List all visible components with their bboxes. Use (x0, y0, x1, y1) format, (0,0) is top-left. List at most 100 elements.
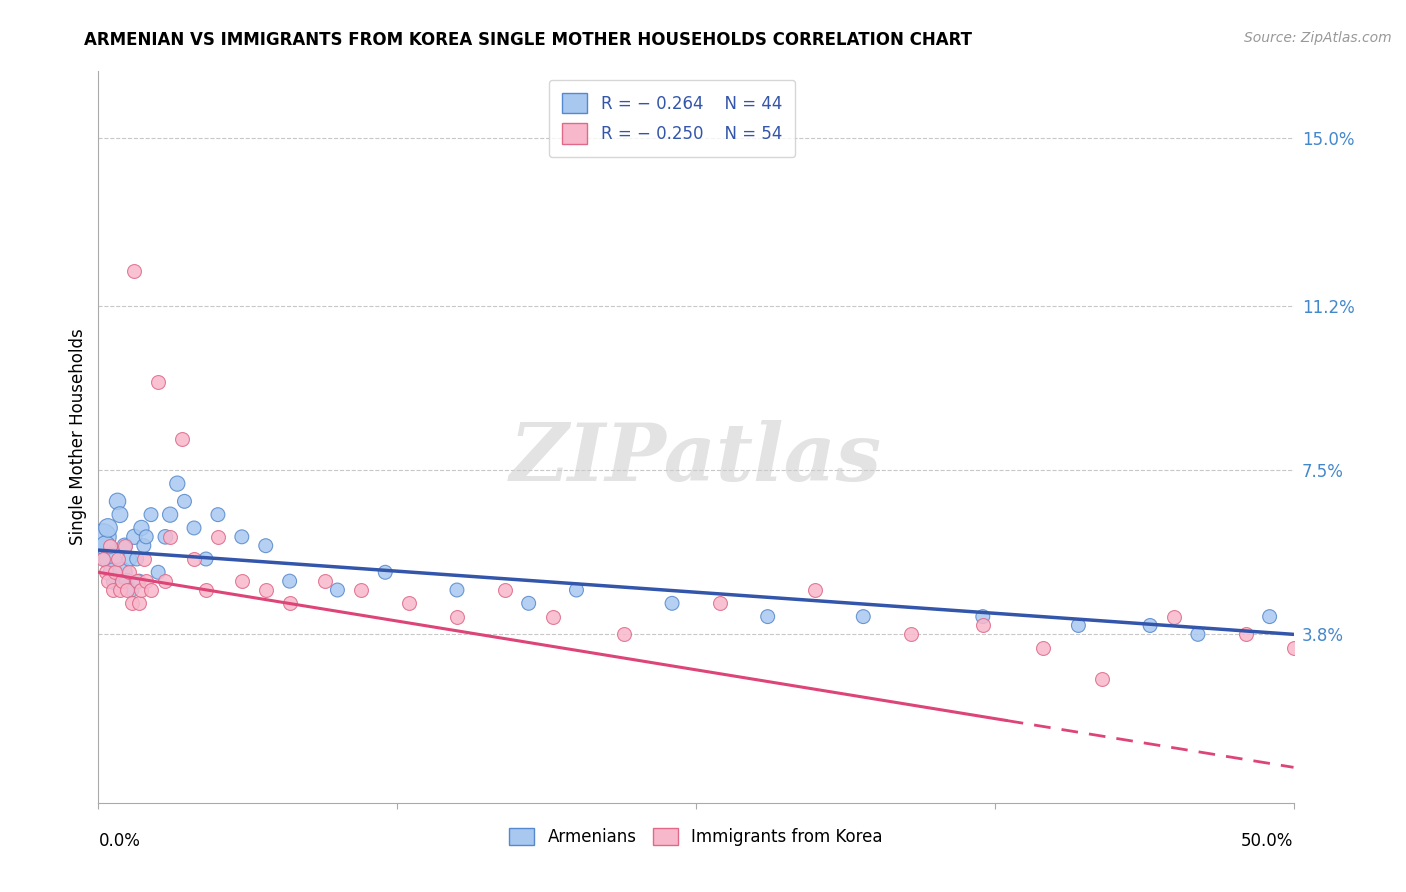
Point (111, 574, 134, 589)
Point (115, 582, 138, 597)
Point (254, 539, 277, 553)
Text: 50.0%: 50.0% (1241, 832, 1294, 850)
Point (139, 582, 162, 597)
Point (98, 552, 122, 566)
Point (446, 582, 468, 597)
Point (1402, 729, 1406, 743)
Point (613, 627, 636, 641)
Point (374, 566, 396, 580)
Point (132, 539, 155, 553)
Point (101, 582, 124, 597)
Point (173, 494, 195, 508)
Point (254, 582, 277, 597)
Point (128, 574, 150, 589)
Point (804, 582, 827, 597)
Y-axis label: Single Mother Households: Single Mother Households (69, 329, 87, 545)
Point (107, 494, 129, 508)
Point (494, 582, 516, 597)
Point (278, 596, 301, 610)
Point (155, 574, 177, 589)
Point (1187, 627, 1209, 641)
Point (101, 566, 124, 580)
Point (111, 566, 134, 580)
Point (565, 582, 588, 597)
Point (1306, 698, 1329, 713)
Point (446, 609, 468, 624)
Point (852, 609, 875, 624)
Point (326, 582, 349, 597)
Point (139, 508, 162, 522)
Point (183, 521, 205, 535)
Point (125, 552, 148, 566)
Point (124, 264, 146, 278)
Point (541, 609, 564, 624)
Point (972, 618, 994, 632)
Point (195, 552, 218, 566)
Point (108, 508, 131, 522)
Point (104, 574, 127, 589)
Point (1367, 672, 1389, 686)
Point (121, 596, 143, 610)
Legend: Armenians, Immigrants from Korea: Armenians, Immigrants from Korea (502, 822, 890, 853)
Text: 0.0%: 0.0% (98, 832, 141, 850)
Point (108, 582, 131, 597)
Point (231, 530, 253, 544)
Point (114, 539, 136, 553)
Point (131, 582, 153, 597)
Point (114, 539, 136, 553)
Point (159, 530, 181, 544)
Point (135, 574, 157, 589)
Point (118, 552, 141, 566)
Point (107, 552, 129, 566)
Point (94, 539, 117, 553)
Point (661, 596, 683, 610)
Point (172, 432, 194, 446)
Point (97, 574, 120, 589)
Text: Source: ZipAtlas.com: Source: ZipAtlas.com (1244, 31, 1392, 45)
Point (183, 552, 205, 566)
Point (1391, 707, 1406, 722)
Point (1091, 672, 1114, 686)
Point (207, 508, 229, 522)
Point (207, 530, 229, 544)
Point (131, 521, 153, 535)
Point (121, 582, 143, 597)
Point (132, 552, 155, 566)
Point (315, 574, 337, 589)
Point (115, 574, 138, 589)
Point (1258, 609, 1281, 624)
Point (155, 530, 177, 544)
Point (94, 566, 117, 580)
Point (166, 476, 188, 491)
Point (1378, 685, 1400, 699)
Point (398, 596, 420, 610)
Point (91, 552, 114, 566)
Point (517, 596, 540, 610)
Point (709, 596, 731, 610)
Point (1282, 640, 1305, 655)
Point (148, 566, 170, 580)
Point (98, 539, 122, 553)
Point (1032, 640, 1054, 655)
Point (1139, 618, 1161, 632)
Point (1163, 609, 1185, 624)
Point (159, 508, 181, 522)
Point (195, 582, 218, 597)
Point (972, 609, 994, 624)
Point (124, 530, 146, 544)
Text: ZIPatlas: ZIPatlas (510, 420, 882, 498)
Point (135, 530, 157, 544)
Point (91, 530, 114, 544)
Point (278, 574, 301, 589)
Point (1234, 627, 1257, 641)
Point (1343, 716, 1365, 731)
Point (104, 566, 127, 580)
Point (231, 574, 253, 589)
Point (756, 609, 779, 624)
Text: ARMENIAN VS IMMIGRANTS FROM KOREA SINGLE MOTHER HOUSEHOLDS CORRELATION CHART: ARMENIAN VS IMMIGRANTS FROM KOREA SINGLE… (84, 31, 973, 49)
Point (125, 574, 148, 589)
Point (148, 375, 170, 389)
Point (350, 582, 373, 597)
Point (128, 596, 150, 610)
Point (900, 627, 922, 641)
